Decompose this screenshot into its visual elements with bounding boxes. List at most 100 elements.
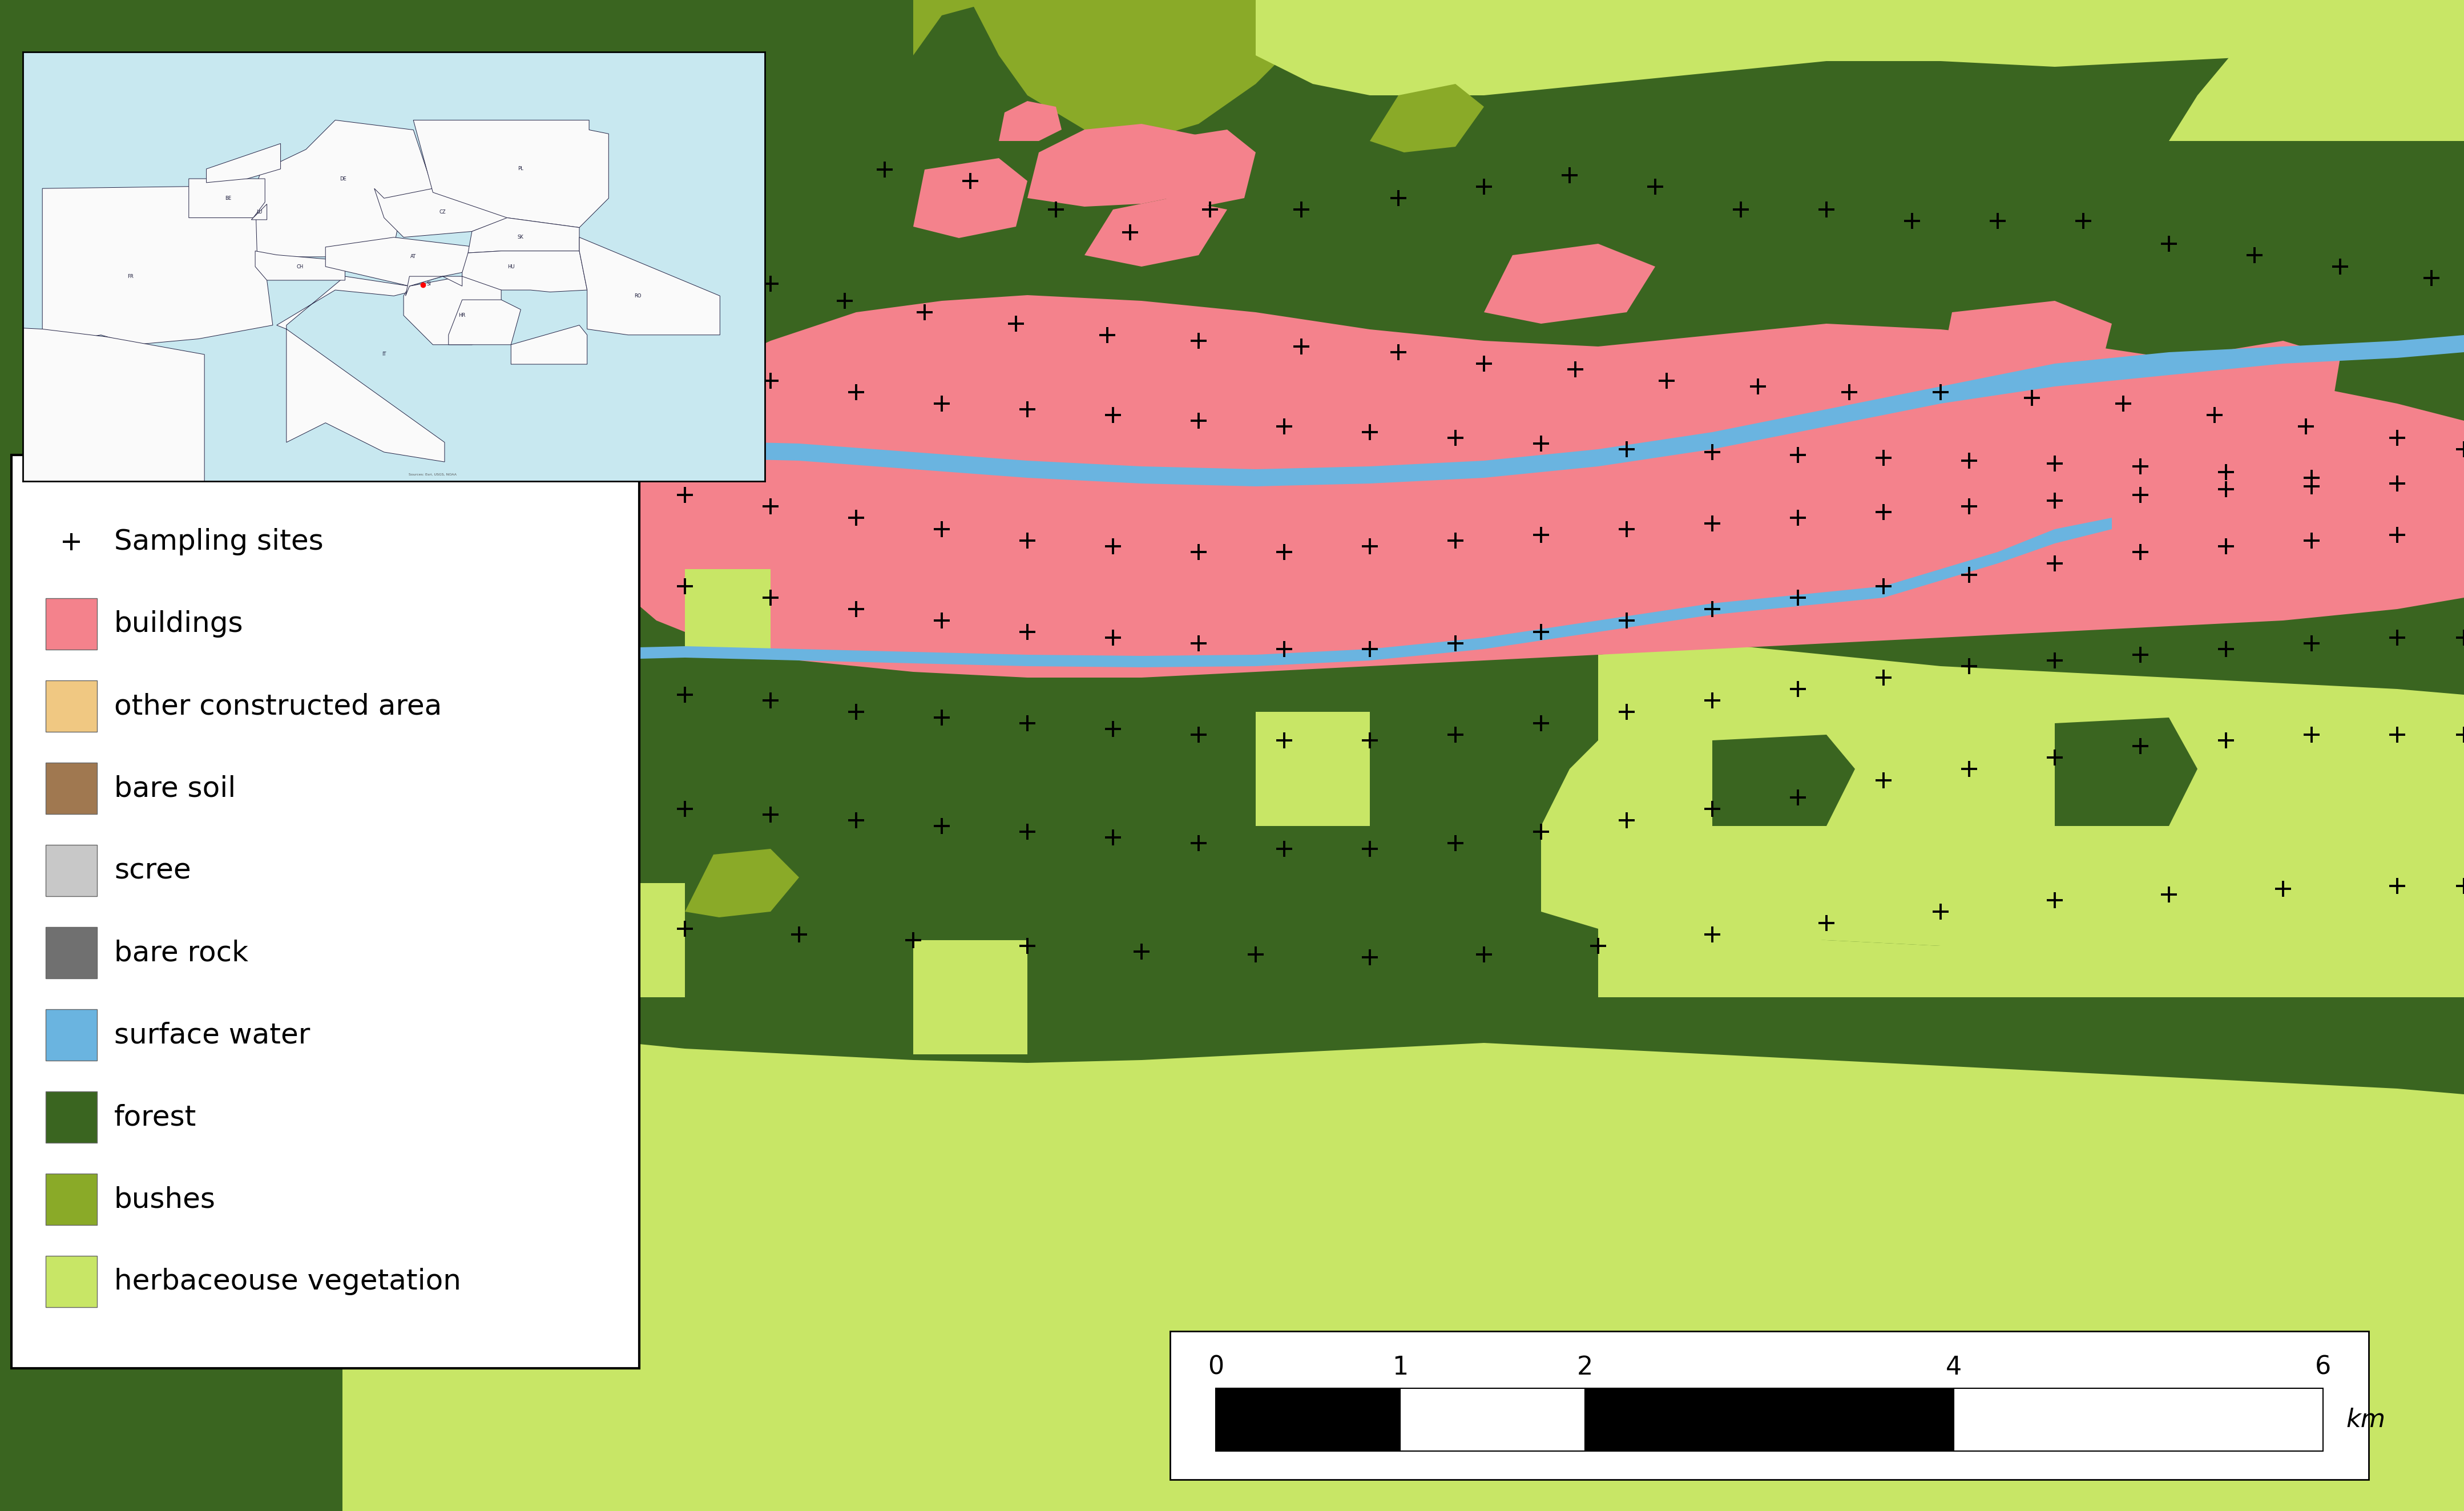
Text: bare rock: bare rock [113,938,249,967]
Bar [47,928,96,979]
Bar [0,0,160,1511]
Text: HR: HR [458,313,466,317]
Text: LU: LU [256,210,261,215]
Bar [488,518,626,529]
Polygon shape [448,299,520,345]
Bar [12,455,638,1369]
Polygon shape [1712,734,1855,827]
Polygon shape [579,237,719,335]
Polygon shape [1084,198,1227,266]
Polygon shape [463,251,586,292]
Polygon shape [1257,712,1370,827]
Bar [1400,1389,1584,1451]
Polygon shape [1027,792,1198,895]
Polygon shape [251,204,266,219]
Polygon shape [468,218,579,252]
Bar [47,1256,96,1307]
Polygon shape [342,654,456,827]
Polygon shape [971,0,1313,141]
Polygon shape [342,1020,2464,1511]
Text: surface water: surface water [113,1021,310,1049]
Text: DE: DE [340,177,347,181]
Polygon shape [456,518,2112,675]
Polygon shape [207,144,281,183]
Text: PL: PL [517,166,522,172]
Polygon shape [914,159,1027,239]
Text: CH: CH [296,264,303,269]
Polygon shape [375,189,510,237]
Text: SI: SI [426,281,431,287]
Text: SK: SK [517,234,525,240]
Text: scree: scree [113,857,192,884]
Bar [47,680,96,731]
Bar [47,763,96,814]
Text: other constructed area: other constructed area [113,692,441,719]
Polygon shape [1027,124,1227,207]
Polygon shape [998,101,1062,141]
Polygon shape [2168,341,2341,438]
Text: 6: 6 [2316,1355,2331,1380]
Bar [47,1009,96,1061]
Bar [488,473,626,484]
Text: FR: FR [128,273,133,280]
Bar [488,496,626,506]
Polygon shape [0,325,205,482]
Polygon shape [1370,780,1483,882]
Text: CZ: CZ [439,210,446,215]
Bar [488,450,626,461]
Text: IT: IT [382,352,387,357]
Polygon shape [1826,701,2055,780]
Polygon shape [399,940,490,1009]
Polygon shape [685,570,771,654]
Bar [47,1091,96,1142]
Bar [47,1174,96,1225]
Polygon shape [914,940,1027,1055]
Text: Sources: Esri, USGS, NOAA: Sources: Esri, USGS, NOAA [409,473,456,476]
Polygon shape [276,277,444,462]
Text: HU: HU [508,264,515,269]
Text: BE: BE [224,195,232,201]
Text: herbaceouse vegetation: herbaceouse vegetation [113,1268,461,1295]
Polygon shape [798,734,941,882]
Polygon shape [42,186,291,345]
Polygon shape [456,227,628,369]
Polygon shape [0,141,69,255]
Polygon shape [342,426,456,654]
Polygon shape [1599,677,1826,769]
Polygon shape [2168,0,2464,141]
Polygon shape [256,119,434,257]
Polygon shape [510,325,586,364]
Polygon shape [325,237,476,286]
Text: bare soil: bare soil [113,775,237,802]
Text: bushes: bushes [113,1186,217,1213]
Text: AT: AT [411,254,416,260]
Polygon shape [685,849,798,917]
Text: 4: 4 [1947,1355,1961,1380]
Bar [488,428,626,438]
Polygon shape [414,119,609,228]
Polygon shape [1599,911,2464,997]
Bar [1954,1389,2324,1451]
Text: buildings: buildings [113,610,244,638]
Polygon shape [1942,301,2112,381]
Polygon shape [2055,718,2198,827]
Polygon shape [456,335,2464,487]
Polygon shape [1540,644,2464,997]
Polygon shape [256,251,345,280]
Polygon shape [1483,243,1656,323]
Polygon shape [572,882,685,997]
Text: 1: 1 [1392,1355,1409,1380]
Text: km: km [2346,1407,2385,1432]
Text: forest: forest [113,1103,197,1130]
Bar [1170,1331,2368,1479]
Bar [47,845,96,896]
Polygon shape [1198,683,1257,769]
Polygon shape [485,426,628,541]
Bar [1584,1389,1954,1451]
Polygon shape [1370,85,1483,153]
Text: 0: 0 [1207,1355,1225,1380]
Text: Sampling sites: Sampling sites [113,527,323,556]
Text: 2: 2 [1577,1355,1592,1380]
Polygon shape [407,277,463,296]
Polygon shape [1057,38,1141,101]
